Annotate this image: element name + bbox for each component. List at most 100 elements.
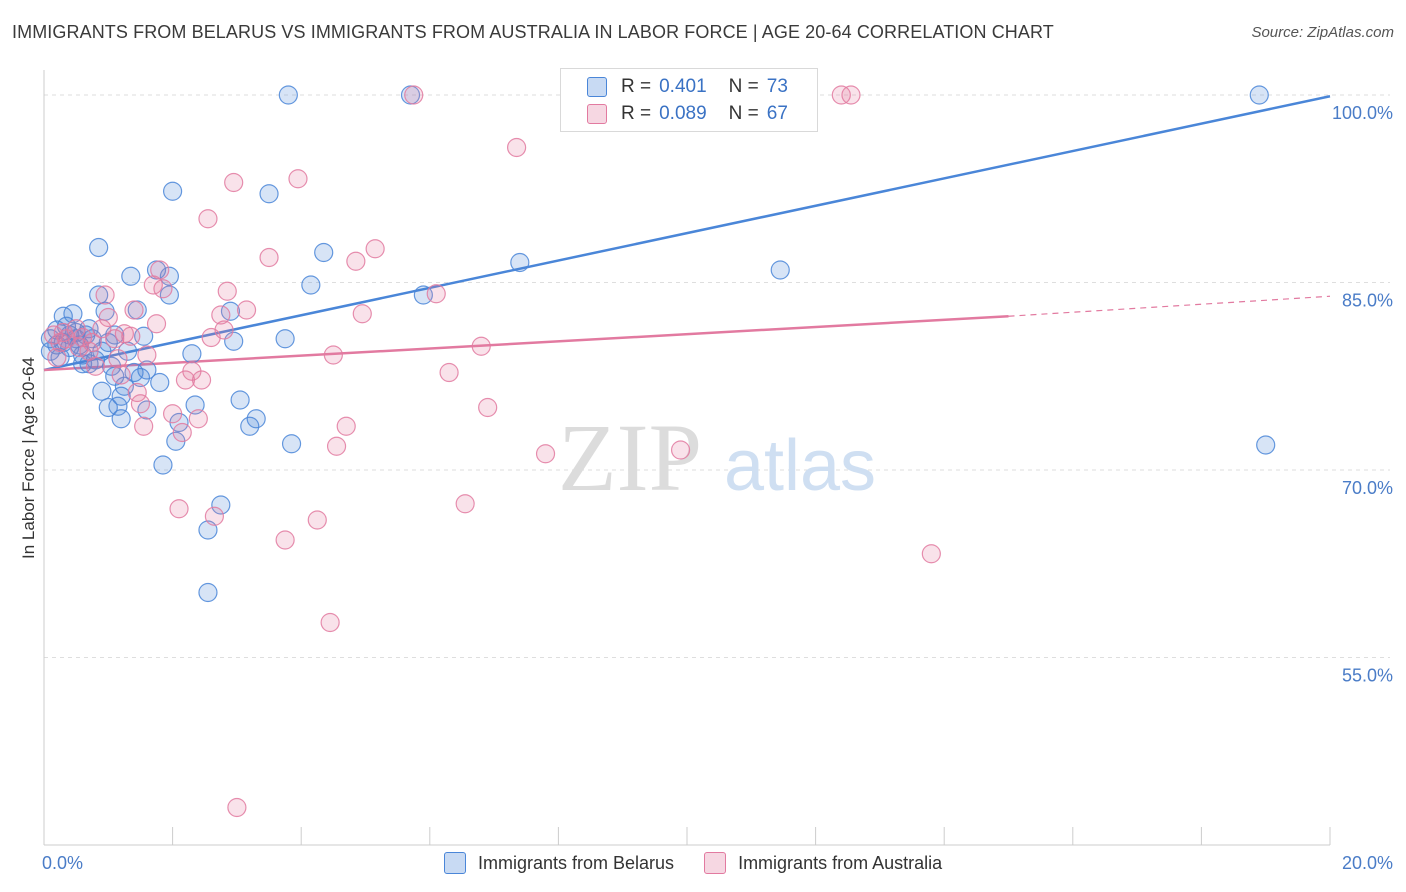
data-point-australia xyxy=(841,85,861,105)
trend-lines xyxy=(43,95,1331,372)
data-point-australia xyxy=(224,172,244,193)
data-point-belarus xyxy=(111,409,131,429)
legend-item-australia: Immigrants from Australia xyxy=(704,852,942,874)
data-point-australia xyxy=(150,260,170,280)
trend-line-belarus xyxy=(43,95,1331,372)
y-tick-label: 100.0% xyxy=(1332,103,1393,123)
legend-swatch-belarus xyxy=(444,852,466,874)
data-point-australia xyxy=(478,397,498,418)
data-point-australia xyxy=(127,382,147,403)
data-point-australia xyxy=(134,416,154,436)
y-tick-label: 85.0% xyxy=(1342,291,1393,311)
data-point-australia xyxy=(137,345,157,365)
legend-n-belarus: 73 xyxy=(766,76,788,97)
data-point-belarus xyxy=(89,237,109,258)
data-point-australia xyxy=(227,797,247,818)
data-points xyxy=(40,85,1276,818)
data-point-australia xyxy=(163,404,183,424)
data-point-belarus xyxy=(275,329,295,349)
legend-row-belarus: R = 0.401 N = 73 xyxy=(587,75,788,99)
data-point-belarus xyxy=(281,434,302,454)
stats-legend: R = 0.401 N = 73 R = 0.089 N = 67 xyxy=(560,68,818,132)
data-point-australia xyxy=(535,444,556,464)
legend-item-belarus: Immigrants from Belarus xyxy=(444,852,674,874)
data-point-australia xyxy=(426,284,446,304)
data-point-belarus xyxy=(259,184,279,204)
data-point-belarus xyxy=(98,397,118,418)
data-point-australia xyxy=(831,85,851,105)
data-point-australia xyxy=(259,247,279,268)
data-point-australia xyxy=(323,345,343,365)
data-point-australia xyxy=(111,365,131,385)
data-point-australia xyxy=(105,329,125,349)
data-point-australia xyxy=(275,530,295,550)
data-point-australia xyxy=(217,281,237,301)
data-point-belarus xyxy=(246,409,266,429)
data-point-belarus xyxy=(159,266,179,286)
data-point-australia xyxy=(320,612,340,633)
x-tick-label: 20.0% xyxy=(1342,853,1393,873)
y-tick-label: 55.0% xyxy=(1342,666,1393,686)
data-point-belarus xyxy=(240,416,260,436)
data-point-belarus xyxy=(153,455,173,475)
gridlines xyxy=(44,94,1390,658)
data-point-australia xyxy=(153,279,173,299)
legend-r-label: R = xyxy=(621,103,652,124)
data-point-australia xyxy=(404,85,424,105)
legend-n-australia: 67 xyxy=(766,103,788,124)
data-point-belarus xyxy=(211,495,231,515)
data-point-australia xyxy=(188,409,208,429)
source-label: Source: ZipAtlas.com xyxy=(1251,24,1394,41)
x-tick-label: 0.0% xyxy=(42,853,83,873)
y-axis-title: In Labor Force | Age 20-64 xyxy=(19,357,38,559)
watermark-atlas: atlas xyxy=(724,426,876,506)
series-legend: Immigrants from Belarus Immigrants from … xyxy=(444,852,972,874)
data-point-australia xyxy=(352,304,372,324)
data-point-australia xyxy=(169,499,189,519)
data-point-belarus xyxy=(92,381,112,401)
data-point-belarus xyxy=(89,285,109,305)
data-point-australia xyxy=(124,300,144,320)
data-point-belarus xyxy=(137,360,157,380)
data-point-belarus xyxy=(198,582,218,603)
data-point-australia xyxy=(326,436,347,456)
data-point-belarus xyxy=(314,242,334,263)
legend-r-label: R = xyxy=(621,76,652,97)
data-point-belarus xyxy=(121,266,141,286)
data-point-australia xyxy=(98,307,118,328)
data-point-belarus xyxy=(278,85,298,105)
legend-swatch-australia xyxy=(704,852,727,874)
data-point-australia xyxy=(236,300,257,320)
tick-labels: 100.0% 85.0% 70.0% 55.0% 0.0% 20.0% xyxy=(42,103,1393,873)
y-tick-label: 70.0% xyxy=(1342,478,1393,498)
chart-title: IMMIGRANTS FROM BELARUS VS IMMIGRANTS FR… xyxy=(12,22,1054,42)
data-point-australia xyxy=(471,336,491,356)
data-point-australia xyxy=(95,285,115,305)
legend-r-belarus: 0.401 xyxy=(659,76,707,97)
data-point-belarus xyxy=(63,304,83,324)
data-point-belarus xyxy=(163,181,183,201)
legend-label-australia: Immigrants from Australia xyxy=(738,852,943,873)
data-point-australia xyxy=(439,362,459,383)
data-point-australia xyxy=(211,305,231,325)
data-point-belarus xyxy=(770,260,790,280)
data-point-australia xyxy=(85,356,106,376)
data-point-australia xyxy=(146,314,167,334)
data-point-belarus xyxy=(230,390,250,410)
legend-n-label: N = xyxy=(728,103,759,124)
data-point-australia xyxy=(121,326,141,346)
watermark-zip: ZIP xyxy=(558,404,702,511)
data-point-belarus xyxy=(182,344,202,364)
data-point-australia xyxy=(82,332,102,353)
legend-n-label: N = xyxy=(728,76,759,97)
data-point-australia xyxy=(108,349,128,369)
data-point-belarus xyxy=(130,367,151,388)
data-point-australia xyxy=(288,169,308,189)
data-point-belarus xyxy=(510,252,530,273)
data-point-belarus xyxy=(150,372,170,393)
legend-r-australia: 0.089 xyxy=(659,103,707,124)
data-point-belarus xyxy=(220,301,241,321)
data-point-australia xyxy=(336,416,356,436)
data-point-australia xyxy=(214,320,234,340)
